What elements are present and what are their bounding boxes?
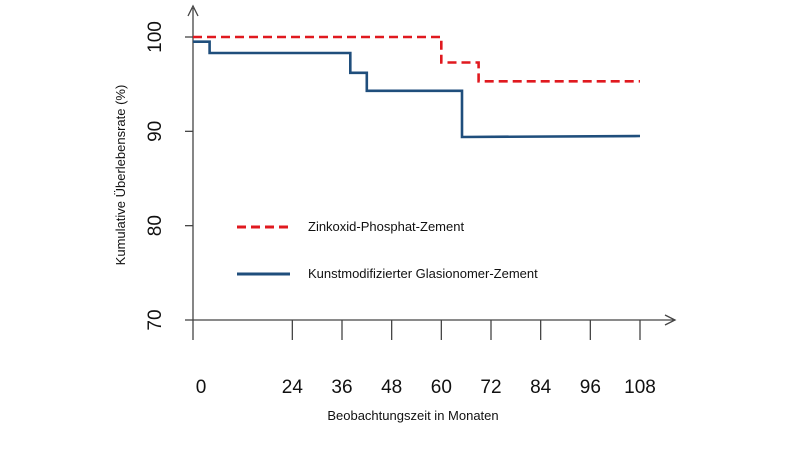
series-line-1 (193, 35, 640, 83)
legend-label-2: Kunstmodifizierter Glasionomer-Zement (308, 266, 538, 281)
x-tick-label: 24 (282, 377, 304, 398)
x-tick-label: 96 (580, 377, 601, 398)
y-axis-title: Kumulative Überlebensrate (%) (113, 85, 128, 266)
y-tick-label: 100 (145, 21, 166, 53)
series-line-2 (193, 40, 641, 139)
ticks: 70 80 90 100 0 24 36 48 60 72 84 96 108 (145, 21, 656, 398)
x-axis-title: Beobachtungszeit in Monaten (327, 408, 498, 423)
y-tick-label: 80 (145, 215, 166, 236)
x-tick-label: 48 (381, 377, 402, 398)
x-tick-label: 72 (480, 377, 501, 398)
x-tick-label: 60 (431, 377, 452, 398)
legend: Zinkoxid-Phosphat-Zement Kunstmodifiziert… (237, 219, 538, 281)
x-tick-label: 36 (331, 377, 352, 398)
axes (187, 4, 677, 326)
x-tick-label: 0 (196, 377, 207, 398)
x-tick-label: 84 (530, 377, 552, 398)
legend-label-1: Zinkoxid-Phosphat-Zement (308, 219, 464, 234)
x-tick-label: 108 (624, 377, 656, 398)
y-axis-arrow (187, 4, 199, 17)
y-tick-label: 90 (145, 121, 166, 142)
series-lines (193, 35, 641, 139)
y-tick-label: 70 (145, 309, 166, 330)
x-axis-arrow (664, 314, 677, 326)
